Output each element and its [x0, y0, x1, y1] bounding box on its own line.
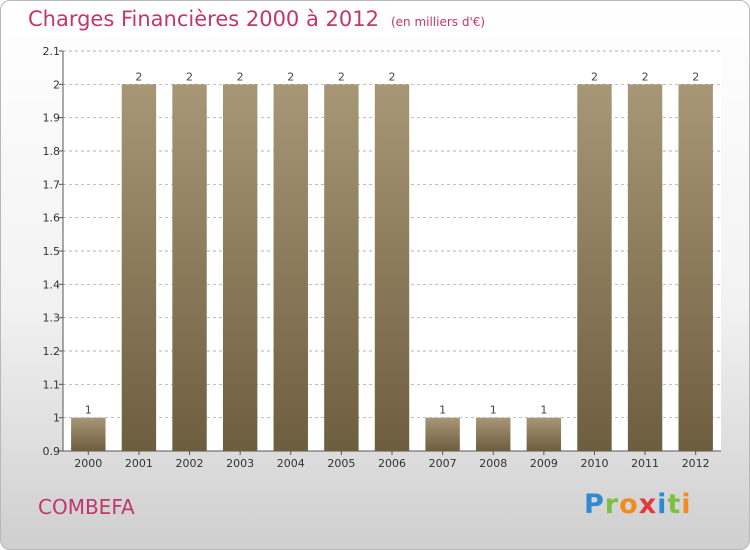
x-tick-label: 2010: [580, 457, 608, 470]
x-tick-label: 2005: [327, 457, 355, 470]
bar: [324, 84, 359, 451]
y-tick-label: 1.9: [43, 112, 61, 125]
data-label: 2: [287, 70, 294, 83]
chart-subtitle: (en milliers d'€): [390, 15, 486, 29]
x-tick-label: 2001: [125, 457, 153, 470]
bar: [526, 417, 562, 451]
brand-letter: r: [604, 489, 620, 520]
data-label: 1: [439, 404, 446, 417]
x-tick-label: 2011: [631, 457, 659, 470]
x-tick-label: 2012: [682, 457, 710, 470]
y-tick-label: 0.9: [43, 445, 61, 458]
y-tick-label: 2.1: [43, 45, 61, 58]
bar: [425, 417, 460, 451]
bar: [374, 84, 410, 451]
data-label: 2: [642, 70, 649, 83]
x-tick-label: 2004: [277, 457, 305, 470]
y-tick-label: 1.3: [43, 312, 61, 325]
place-name: COMBEFA: [38, 495, 135, 519]
brand-letter: i: [681, 489, 692, 520]
data-label: 2: [692, 70, 699, 83]
brand-letter: i: [657, 489, 668, 520]
data-label: 2: [389, 70, 396, 83]
x-tick-label: 2006: [378, 457, 406, 470]
y-tick-label: 1.1: [43, 378, 61, 391]
data-label: 1: [85, 404, 92, 417]
y-tick-label: 1.5: [43, 245, 61, 258]
data-label: 2: [135, 70, 142, 83]
bar: [273, 84, 308, 451]
bar: [172, 84, 207, 451]
data-label: 1: [540, 404, 547, 417]
y-tick-label: 2: [53, 78, 60, 91]
bar: [222, 84, 258, 451]
x-tick-label: 2002: [176, 457, 204, 470]
chart-title: Charges Financières 2000 à 2012 (en milli…: [28, 7, 485, 31]
bar: [121, 84, 157, 451]
bar: [476, 417, 511, 451]
y-tick-label: 1: [53, 412, 60, 425]
x-tick-label: 2000: [74, 457, 102, 470]
brand-letter: t: [667, 489, 682, 520]
x-tick-label: 2007: [429, 457, 457, 470]
brand-logo: Proxiti: [584, 489, 692, 520]
brand-letter: P: [584, 489, 605, 520]
bar: [71, 417, 106, 451]
bar: [678, 84, 713, 451]
brand-letter: x: [638, 489, 658, 520]
data-label: 2: [591, 70, 598, 83]
y-tick-label: 1.2: [43, 345, 61, 358]
x-tick-label: 2003: [226, 457, 254, 470]
brand-letter: o: [619, 489, 639, 520]
y-tick-label: 1.8: [43, 145, 61, 158]
x-tick-label: 2008: [479, 457, 507, 470]
data-label: 2: [237, 70, 244, 83]
data-label: 1: [490, 404, 497, 417]
x-tick-label: 2009: [530, 457, 558, 470]
data-label: 2: [186, 70, 193, 83]
y-tick-label: 1.4: [43, 278, 61, 291]
chart-title-text: Charges Financières 2000 à 2012: [28, 7, 379, 31]
y-tick-label: 1.6: [43, 212, 61, 225]
bar: [577, 84, 612, 451]
bar: [627, 84, 663, 451]
y-tick-label: 1.7: [43, 178, 61, 191]
data-label: 2: [338, 70, 345, 83]
